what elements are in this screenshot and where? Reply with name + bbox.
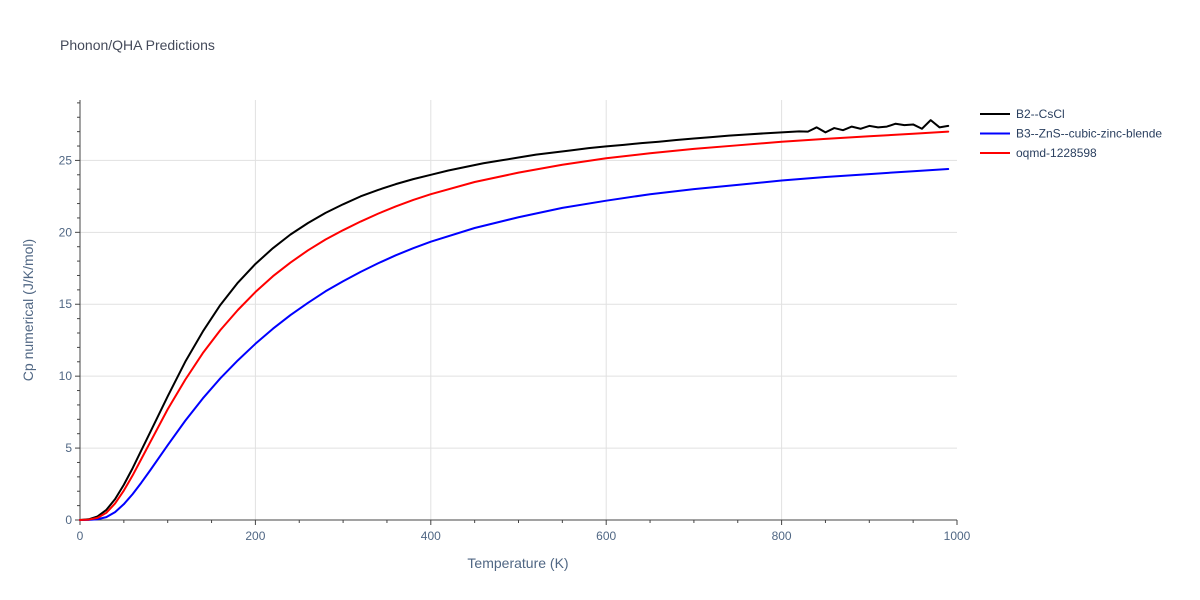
legend-label: B3--ZnS--cubic-zinc-blende xyxy=(1016,127,1162,141)
x-tick-label: 400 xyxy=(421,529,441,543)
y-tick-label: 15 xyxy=(59,297,73,311)
legend-label: oqmd-1228598 xyxy=(1016,146,1097,160)
y-tick-label: 20 xyxy=(59,225,73,239)
y-tick-label: 5 xyxy=(65,441,72,455)
legend-item[interactable]: oqmd-1228598 xyxy=(980,146,1097,160)
x-tick-label: 1000 xyxy=(944,529,971,543)
x-tick-label: 0 xyxy=(77,529,84,543)
x-tick-label: 600 xyxy=(596,529,616,543)
plot-area xyxy=(79,119,950,521)
y-axis-title: Cp numerical (J/K/mol) xyxy=(20,239,36,381)
legend-item[interactable]: B3--ZnS--cubic-zinc-blende xyxy=(980,127,1162,141)
y-tick-label: 10 xyxy=(59,369,73,383)
legend-item[interactable]: B2--CsCl xyxy=(980,107,1065,121)
legend-label: B2--CsCl xyxy=(1016,107,1065,121)
y-tick-label: 0 xyxy=(65,513,72,527)
gridlines xyxy=(80,100,957,520)
series-line-1 xyxy=(79,119,950,521)
axes: 0 200 400 600 800 1000 0 5 10 15 20 25 xyxy=(59,100,971,543)
x-tick-label: 800 xyxy=(772,529,792,543)
y-tick-label: 25 xyxy=(59,153,73,167)
x-axis-title: Temperature (K) xyxy=(467,555,568,571)
legend[interactable]: B2--CsCl B3--ZnS--cubic-zinc-blende oqmd-1… xyxy=(980,107,1162,160)
chart-title: Phonon/QHA Predictions xyxy=(60,37,215,53)
x-tick-label: 200 xyxy=(245,529,265,543)
series-line-3 xyxy=(79,130,950,521)
series-line-2 xyxy=(79,168,950,521)
